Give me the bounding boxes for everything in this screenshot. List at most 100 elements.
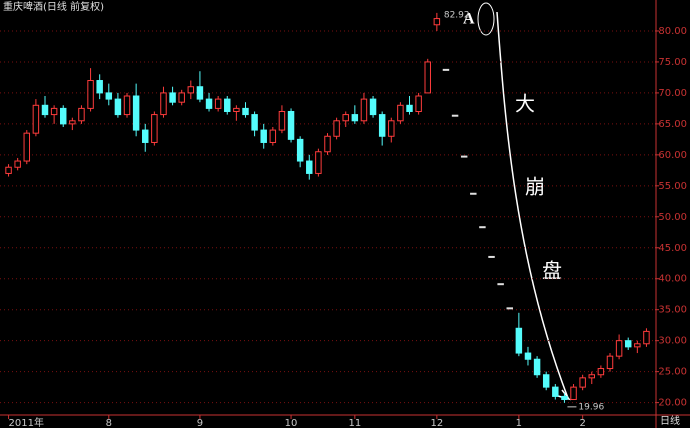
candle-body xyxy=(105,92,113,100)
candle-body xyxy=(114,98,122,116)
y-tick-label: 60.00 xyxy=(658,150,687,161)
candle-body xyxy=(69,120,76,125)
candle-body xyxy=(269,129,277,143)
low-label: 19.96 xyxy=(578,402,604,412)
candle-body xyxy=(542,374,550,388)
candle-body xyxy=(50,107,58,116)
candle-body xyxy=(415,95,422,112)
x-tick-label: 2 xyxy=(579,418,585,428)
candle-body xyxy=(579,377,586,388)
candle-body xyxy=(615,340,623,357)
candle-body xyxy=(552,386,559,397)
y-tick-label: 75.00 xyxy=(658,57,687,68)
x-tick-label: 1 xyxy=(516,418,522,428)
candle-body xyxy=(460,155,468,158)
candle-body xyxy=(488,255,495,258)
candle-body xyxy=(5,166,12,174)
x-tick-label: 8 xyxy=(106,418,112,428)
candle-body xyxy=(23,132,31,162)
y-tick-label: 20.00 xyxy=(658,398,687,409)
candle-body xyxy=(315,151,322,174)
x-tick-label: 12 xyxy=(430,418,443,428)
candle-body xyxy=(59,107,67,125)
candle-body xyxy=(160,92,167,116)
x-tick-label: 9 xyxy=(197,418,203,428)
candle-body xyxy=(515,327,523,354)
candle-body xyxy=(424,61,431,94)
candle-body xyxy=(287,110,295,140)
candle-body xyxy=(378,114,386,137)
x-tick-label: 2011年 xyxy=(9,416,44,428)
candle-body xyxy=(151,114,158,143)
candle-body xyxy=(233,107,240,112)
candle-body xyxy=(369,98,377,116)
candle-body xyxy=(397,104,404,122)
candle-body xyxy=(14,160,21,168)
candle-body xyxy=(251,114,258,131)
y-tick-label: 50.00 xyxy=(658,212,687,223)
candle-body xyxy=(524,352,532,360)
highlight-ellipse xyxy=(477,2,495,36)
candle-body xyxy=(41,104,49,116)
candle-body xyxy=(351,114,359,122)
candle-body xyxy=(78,107,85,122)
candle-body xyxy=(533,358,541,376)
trend-arrow xyxy=(496,11,569,399)
annotation: 崩 xyxy=(525,175,545,199)
candle-body xyxy=(278,110,286,131)
candle-body xyxy=(597,368,605,376)
candle-body xyxy=(178,92,185,103)
y-tick-label: 65.00 xyxy=(658,119,687,130)
candle-body xyxy=(296,138,304,162)
annotation: 大 xyxy=(515,92,535,116)
candle-body xyxy=(470,192,477,195)
y-tick-label: 45.00 xyxy=(658,243,687,254)
peak-label: 82.92 xyxy=(444,10,470,20)
candle-body xyxy=(242,107,249,116)
y-tick-label: 70.00 xyxy=(658,88,687,99)
candle-body xyxy=(196,86,204,100)
candle-body xyxy=(260,129,267,143)
candle-body xyxy=(342,114,349,122)
candle-body xyxy=(634,343,641,348)
y-tick-label: 80.00 xyxy=(658,26,687,37)
candle-body xyxy=(224,98,231,112)
x-tick-label: 11 xyxy=(348,418,361,428)
candle-body xyxy=(123,95,131,116)
candle-body xyxy=(214,98,222,109)
period-label: 日线 xyxy=(660,414,680,427)
candle-body xyxy=(96,80,103,94)
candle-body xyxy=(187,86,195,94)
chart-title: 重庆啤酒(日线 前复权) xyxy=(3,0,104,13)
candle-body xyxy=(87,80,94,109)
y-tick-label: 55.00 xyxy=(658,181,687,192)
candle-body xyxy=(406,104,413,112)
candle-body xyxy=(169,92,176,103)
y-tick-label: 40.00 xyxy=(658,274,687,285)
candle-body xyxy=(570,386,577,401)
candle-body xyxy=(388,120,395,137)
y-tick-label: 30.00 xyxy=(658,336,687,347)
candle-body xyxy=(433,18,441,26)
candle-body xyxy=(606,355,614,370)
candle-body xyxy=(132,95,140,131)
candle-body xyxy=(479,226,486,229)
candle-body xyxy=(324,135,331,153)
candle-body xyxy=(561,395,568,401)
candle-body xyxy=(32,104,40,134)
candle-body xyxy=(451,114,459,117)
x-tick-label: 10 xyxy=(285,418,298,428)
candle-body xyxy=(205,98,213,109)
candle-body xyxy=(497,283,504,286)
candle-body xyxy=(588,374,596,379)
candle-body xyxy=(643,330,650,345)
candle-body xyxy=(306,160,313,174)
candle-body xyxy=(142,129,149,143)
annotation: A xyxy=(463,11,475,28)
candle-body xyxy=(506,307,513,310)
y-tick-label: 35.00 xyxy=(658,305,687,316)
candle-body xyxy=(624,340,632,348)
candle-body xyxy=(333,120,340,137)
annotation: 盘 xyxy=(542,259,562,283)
